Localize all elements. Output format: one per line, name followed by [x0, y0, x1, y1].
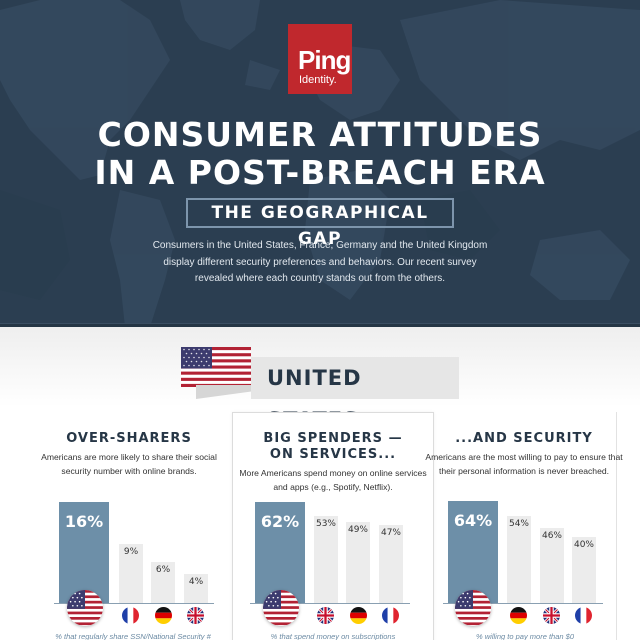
- logo-brand: Ping: [298, 45, 351, 75]
- us-flag-icon: [455, 590, 491, 626]
- chart-baseline: [443, 603, 603, 604]
- panel-title: ...AND SECURITY: [424, 431, 624, 447]
- germany-flag-icon: [510, 607, 527, 624]
- panel-title-line: BIG SPENDERS —: [263, 431, 403, 446]
- chart-baseline: [54, 603, 214, 604]
- uk-flag-icon: [317, 607, 334, 624]
- bar-united-kingdom: 53%: [314, 516, 338, 604]
- panel-description: More Americans spend money on online ser…: [239, 468, 427, 492]
- page-title: CONSUMER ATTITUDES IN A POST-BREACH ERA: [0, 116, 640, 192]
- bar-france: 47%: [379, 525, 403, 604]
- bar-germany: 6%: [151, 562, 175, 604]
- logo-sub: Identity.: [299, 74, 337, 86]
- bar-germany: 54%: [507, 516, 531, 604]
- country-banner: UNITED STATES: [251, 357, 459, 432]
- germany-flag-icon: [350, 607, 367, 624]
- bar-value: 4%: [188, 577, 204, 587]
- intro-text: Consumers in the United States, France, …: [152, 240, 488, 284]
- us-flag-icon: [263, 590, 299, 626]
- uk-flag-icon: [187, 607, 204, 624]
- hero-divider: [0, 323, 640, 327]
- bar-value: 49%: [347, 525, 368, 535]
- bar-united-states: 64%: [448, 501, 498, 604]
- us-flag-icon: [67, 590, 103, 626]
- bar-value: 16%: [64, 512, 104, 531]
- chart-caption: % willing to pay more than $0: [476, 632, 574, 640]
- bar-value: 53%: [315, 519, 336, 529]
- panel-title-line: OVER-SHARERS: [66, 431, 192, 446]
- right-card-edge: [616, 412, 617, 640]
- bar-france: 9%: [119, 544, 143, 604]
- bar-value: 46%: [541, 531, 562, 541]
- france-flag-icon: [382, 607, 399, 624]
- bar-value: 9%: [123, 547, 139, 557]
- bar-value: 47%: [380, 528, 401, 538]
- bar-value: 64%: [453, 511, 493, 530]
- bar-united-kingdom: 46%: [540, 528, 564, 604]
- bar-united-states: 62%: [255, 502, 305, 604]
- bar-france: 40%: [572, 537, 596, 604]
- chart-caption: % that spend money on subscriptions: [270, 632, 396, 640]
- panel-description: Americans are more likely to share their…: [41, 452, 217, 476]
- panel-description: Americans are the most willing to pay to…: [425, 452, 623, 476]
- title-line-2: IN A POST-BREACH ERA: [94, 153, 546, 192]
- chart-caption: % that regularly share SSN/National Secu…: [55, 632, 211, 640]
- us-flag-icon: [181, 347, 251, 387]
- bar-germany: 49%: [346, 522, 370, 604]
- title-line-1: CONSUMER ATTITUDES: [97, 115, 543, 154]
- bar-value: 54%: [508, 519, 529, 529]
- bar-value: 6%: [155, 565, 171, 575]
- france-flag-icon: [122, 607, 139, 624]
- france-flag-icon: [575, 607, 592, 624]
- chart-baseline: [250, 603, 410, 604]
- hero-banner: Ping Identity. CONSUMER ATTITUDES IN A P…: [0, 0, 640, 327]
- bar-value: 62%: [260, 512, 300, 531]
- subtitle-box: THE GEOGRAPHICAL GAP: [186, 198, 454, 249]
- uk-flag-icon: [543, 607, 560, 624]
- bar-value: 40%: [573, 540, 594, 550]
- ping-identity-logo[interactable]: Ping Identity.: [288, 24, 352, 94]
- panel-title: OVER-SHARERS: [29, 431, 229, 447]
- bar-united-kingdom: 4%: [184, 574, 208, 604]
- panel-title-line: ...AND SECURITY: [455, 431, 593, 446]
- bar-united-states: 16%: [59, 502, 109, 604]
- panel-title: BIG SPENDERS — ON SERVICES...: [233, 431, 433, 463]
- panel-title-line: ON SERVICES...: [269, 447, 397, 462]
- germany-flag-icon: [155, 607, 172, 624]
